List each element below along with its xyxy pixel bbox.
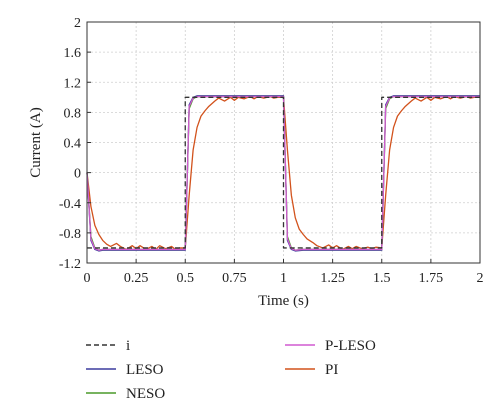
legend-label: NESO xyxy=(126,386,165,402)
y-tick-label: -0.4 xyxy=(59,197,81,212)
x-tick-label: 0.25 xyxy=(124,271,149,286)
legend-label: i xyxy=(126,338,130,354)
legend-label: PI xyxy=(325,362,338,378)
plot-lines xyxy=(86,95,480,252)
legend: i LESO NESO P-LESO PI xyxy=(86,338,376,402)
x-tick-label: 1.5 xyxy=(373,271,391,286)
x-tick-label: 1.75 xyxy=(419,271,444,286)
y-ticks: 2 1.6 1.2 0.8 0.4 0 -0.4 -0.8 -1.2 xyxy=(59,16,91,272)
y-axis-title: Current (A) xyxy=(28,107,44,177)
y-tick-label: 0 xyxy=(74,167,81,182)
x-tick-label: 2 xyxy=(477,271,484,286)
y-tick-label: 0.8 xyxy=(64,106,82,121)
series-line-p-leso xyxy=(86,95,480,251)
x-tick-label: 0 xyxy=(84,271,91,286)
y-tick-label: -1.2 xyxy=(59,257,81,272)
x-tick-label: 0.5 xyxy=(177,271,195,286)
x-tick-label: 1 xyxy=(280,271,287,286)
y-tick-label: 2 xyxy=(74,16,81,31)
x-axis-title: Time (s) xyxy=(258,293,309,309)
legend-label: LESO xyxy=(126,362,164,378)
y-tick-label: 1.2 xyxy=(64,76,82,91)
x-tick-label: 1.25 xyxy=(320,271,345,286)
y-tick-label: 1.6 xyxy=(64,46,82,61)
series-line-i xyxy=(87,96,480,249)
y-tick-label: -0.8 xyxy=(59,227,81,242)
x-ticks: 0 0.25 0.5 0.75 1 1.25 1.5 1.75 2 xyxy=(84,259,484,286)
y-tick-label: 0.4 xyxy=(64,137,82,152)
legend-label: P-LESO xyxy=(325,338,376,354)
x-tick-label: 0.75 xyxy=(222,271,247,286)
